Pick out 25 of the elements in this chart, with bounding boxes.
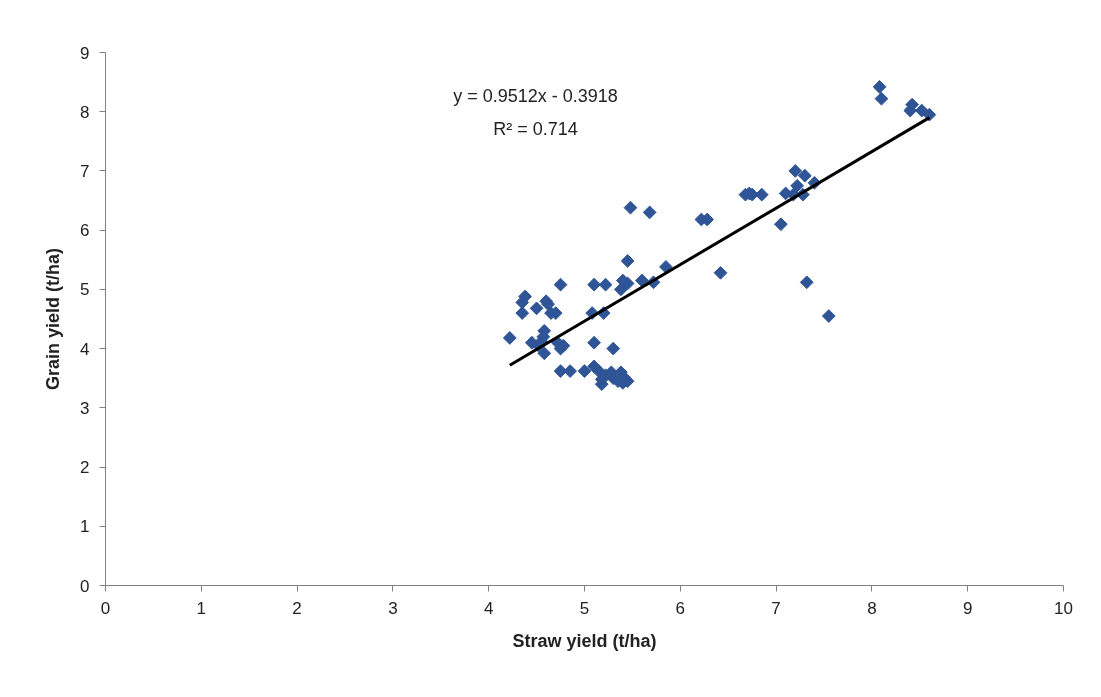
x-tick-label: 7 <box>771 598 781 618</box>
y-tick-label: 1 <box>80 517 90 537</box>
x-tick-label: 10 <box>1054 598 1073 618</box>
x-tick-label: 9 <box>962 598 973 618</box>
y-tick-label: 9 <box>80 43 90 63</box>
y-tick-label: 6 <box>80 221 90 241</box>
annotation: R² = 0.714 <box>493 118 578 139</box>
x-tick-label: 2 <box>292 598 302 618</box>
x-tick-label: 6 <box>675 598 686 618</box>
x-tick-label: 1 <box>196 598 207 618</box>
y-tick-label: 7 <box>80 161 90 181</box>
y-tick-label: 8 <box>80 102 90 122</box>
y-tick-label: 0 <box>80 576 90 596</box>
x-tick-label: 3 <box>388 598 398 618</box>
x-tick-label: 0 <box>100 598 111 618</box>
y-tick-label: 5 <box>80 280 90 300</box>
x-tick-label: 5 <box>579 598 590 618</box>
y-tick-label: 3 <box>80 398 90 418</box>
y-axis-title: Grain yield (t/ha) <box>43 247 64 391</box>
annotation: y = 0.9512x - 0.3918 <box>453 85 618 106</box>
y-tick-label: 2 <box>80 458 90 478</box>
x-tick-label: 4 <box>483 598 494 618</box>
x-axis-title: Straw yield (t/ha) <box>512 630 657 651</box>
x-tick-label: 8 <box>867 598 877 618</box>
y-tick-label: 4 <box>80 339 90 359</box>
